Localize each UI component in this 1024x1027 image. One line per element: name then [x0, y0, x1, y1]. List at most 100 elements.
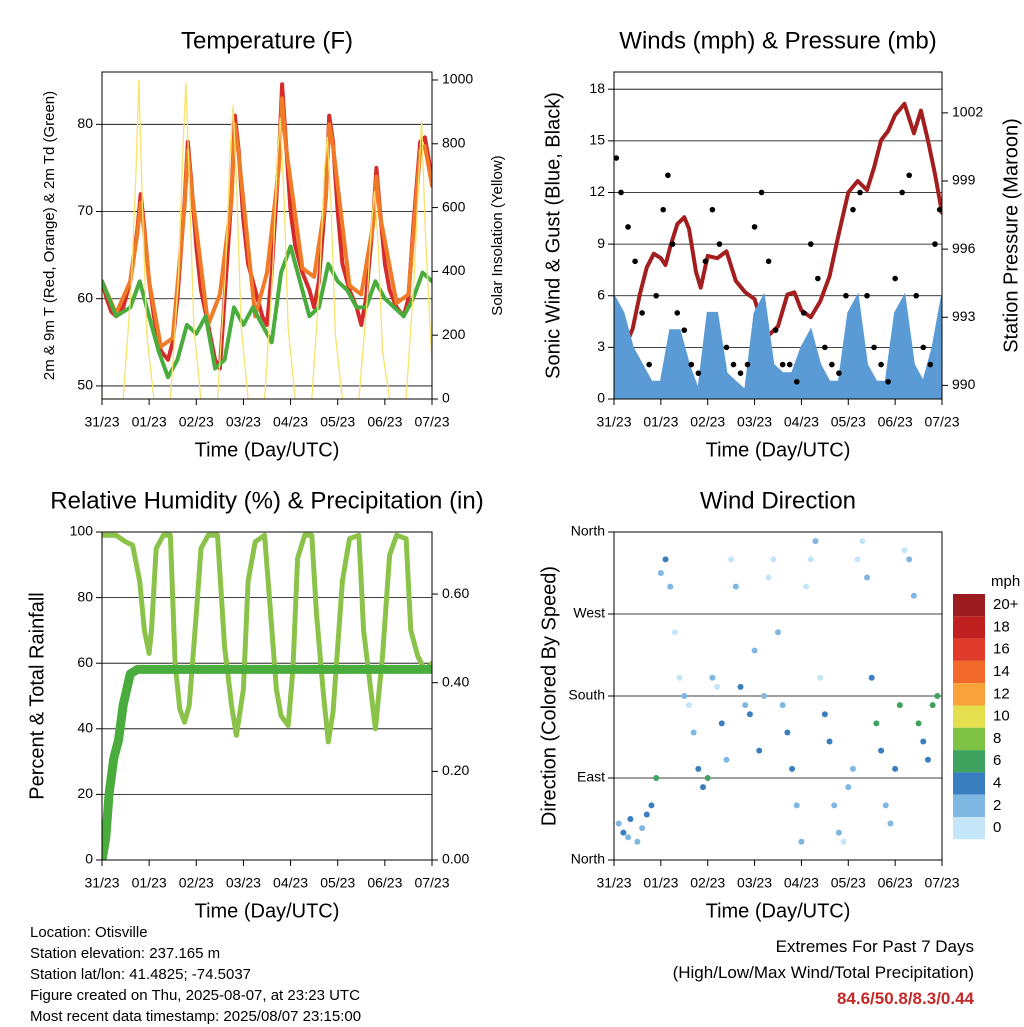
x-tick-label: 01/23: [132, 414, 167, 430]
direction-point: [924, 756, 931, 763]
plot-frame: [101, 531, 433, 861]
y2-tick-label: 1002: [952, 104, 983, 120]
gust-point: [885, 378, 891, 385]
legend-label: 16: [993, 641, 1010, 658]
gust-point: [758, 189, 765, 196]
direction-point: [737, 683, 744, 690]
solar-insolation-line: [102, 79, 432, 399]
legend-label: 2: [993, 797, 1001, 814]
direction-point: [840, 838, 847, 845]
x-tick-label: 06/23: [367, 875, 402, 891]
y-axis-label: 2m & 9m T (Red, Orange) & 2m Td (Green): [41, 91, 58, 380]
x-tick-label: 07/23: [924, 414, 959, 430]
created-text: Figure created on Thu, 2025-08-07, at 23…: [30, 987, 360, 1004]
timestamp-text: Most recent data timestamp: 2025/08/07 2…: [30, 1008, 362, 1025]
gust-point: [793, 378, 800, 385]
gust-point: [674, 310, 681, 316]
gust-point: [737, 370, 744, 376]
direction-point: [906, 556, 913, 563]
legend-label: 0: [993, 819, 1001, 836]
y-tick-label: 80: [77, 115, 93, 131]
y-tick-label: 18: [589, 80, 605, 96]
gust-point: [932, 241, 938, 247]
direction-point: [653, 775, 660, 781]
direction-point: [849, 765, 856, 772]
direction-point: [634, 838, 641, 845]
y2-tick-label: 996: [952, 240, 976, 256]
direction-point: [798, 838, 805, 845]
direction-point: [793, 802, 800, 809]
direction-point: [812, 538, 819, 545]
latlon-text: Station lat/lon: 41.4825; -74.5037: [30, 966, 252, 983]
direction-point: [676, 674, 683, 681]
direction-point: [887, 820, 894, 827]
gust-point: [614, 155, 620, 161]
x-tick-label: 05/23: [831, 414, 866, 430]
legend-label: 4: [993, 775, 1001, 792]
x-tick-label: 06/23: [878, 414, 913, 430]
x-tick-label: 07/23: [414, 414, 449, 430]
x-tick-label: 02/23: [690, 875, 725, 891]
chart-title: Winds (mph) & Pressure (mb): [619, 27, 936, 54]
gust-point: [665, 172, 671, 179]
y-axis-label: Direction (Colored By Speed): [538, 566, 560, 826]
direction-point: [868, 674, 875, 681]
direction-point: [854, 556, 861, 563]
direction-point: [775, 629, 781, 636]
direction-point: [934, 693, 941, 699]
legend-label: 6: [993, 752, 1001, 769]
plot-frame: [101, 71, 433, 400]
gust-point: [815, 275, 821, 282]
legend-swatch: [953, 638, 985, 661]
legend-swatch: [953, 705, 985, 728]
direction-point: [765, 574, 772, 581]
y2-tick-label: 0: [442, 390, 450, 406]
direction-point: [859, 538, 866, 545]
y-tick-label: 15: [589, 132, 605, 148]
gust-point: [716, 241, 723, 247]
legend-swatch: [953, 817, 985, 840]
y-tick-label: 40: [77, 720, 93, 736]
speed-legend: mph 20+ 18 16 14 12 10 8 6 4 2 0: [953, 573, 1020, 840]
legend-swatch: [953, 750, 985, 773]
gust-point: [850, 206, 856, 213]
direction-point: [627, 816, 634, 822]
direction-point: [728, 556, 735, 563]
x-tick-label: 03/23: [226, 875, 261, 891]
x-tick-label: 03/23: [226, 414, 261, 430]
y-tick-label: 100: [70, 523, 94, 539]
gust-point: [864, 292, 870, 299]
direction-point: [817, 674, 824, 681]
y-tick-label: 0: [597, 390, 605, 406]
gust-point: [871, 344, 877, 351]
legend-swatch: [953, 727, 985, 751]
wind-series-area: [614, 292, 942, 399]
x-tick-label: 05/23: [831, 875, 866, 891]
direction-point: [756, 747, 763, 754]
direction-point: [779, 702, 786, 709]
gust-point: [723, 344, 730, 351]
y-axis-label: Sonic Wind & Gust (Blue, Black): [542, 92, 564, 379]
y-tick-label: 6: [597, 286, 605, 302]
y2-tick-label: 999: [952, 172, 976, 188]
y2-tick-label: 0.00: [442, 851, 469, 867]
y-tick-label: 12: [589, 183, 605, 199]
direction-point: [826, 738, 833, 745]
x-tick-label: 04/23: [273, 875, 308, 891]
direction-point: [821, 711, 828, 718]
gust-point: [618, 189, 624, 196]
direction-point: [910, 592, 917, 599]
gust-point: [639, 310, 645, 316]
2m-td-line: [102, 244, 432, 380]
plot-data: [102, 79, 432, 399]
y-tick-label: West: [573, 605, 605, 621]
direction-point: [648, 802, 655, 809]
x-tick-label: 31/23: [84, 875, 119, 891]
plot-data: [102, 532, 432, 860]
y-tick-label: South: [568, 687, 605, 703]
y2-tick-label: 400: [442, 262, 466, 278]
direction-point: [831, 802, 838, 809]
